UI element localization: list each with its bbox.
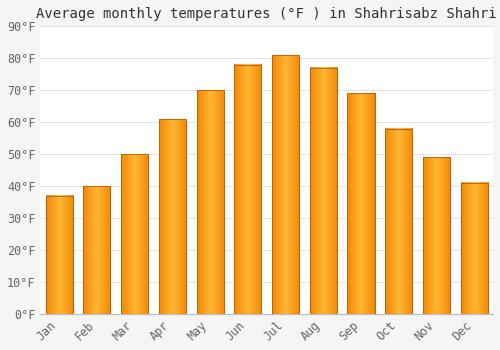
- Bar: [234, 65, 262, 314]
- Bar: [121, 154, 148, 314]
- Bar: [84, 186, 110, 314]
- Bar: [385, 128, 412, 314]
- Bar: [460, 183, 488, 314]
- Bar: [385, 128, 412, 314]
- Bar: [272, 55, 299, 314]
- Bar: [272, 55, 299, 314]
- Bar: [121, 154, 148, 314]
- Bar: [310, 68, 337, 314]
- Bar: [423, 157, 450, 314]
- Bar: [84, 186, 110, 314]
- Bar: [234, 65, 262, 314]
- Bar: [310, 68, 337, 314]
- Bar: [159, 119, 186, 314]
- Bar: [348, 93, 374, 314]
- Bar: [46, 196, 73, 314]
- Bar: [196, 90, 224, 314]
- Title: Average monthly temperatures (°F ) in Shahrisabz Shahri: Average monthly temperatures (°F ) in Sh…: [36, 7, 497, 21]
- Bar: [196, 90, 224, 314]
- Bar: [348, 93, 374, 314]
- Bar: [159, 119, 186, 314]
- Bar: [423, 157, 450, 314]
- Bar: [460, 183, 488, 314]
- Bar: [46, 196, 73, 314]
